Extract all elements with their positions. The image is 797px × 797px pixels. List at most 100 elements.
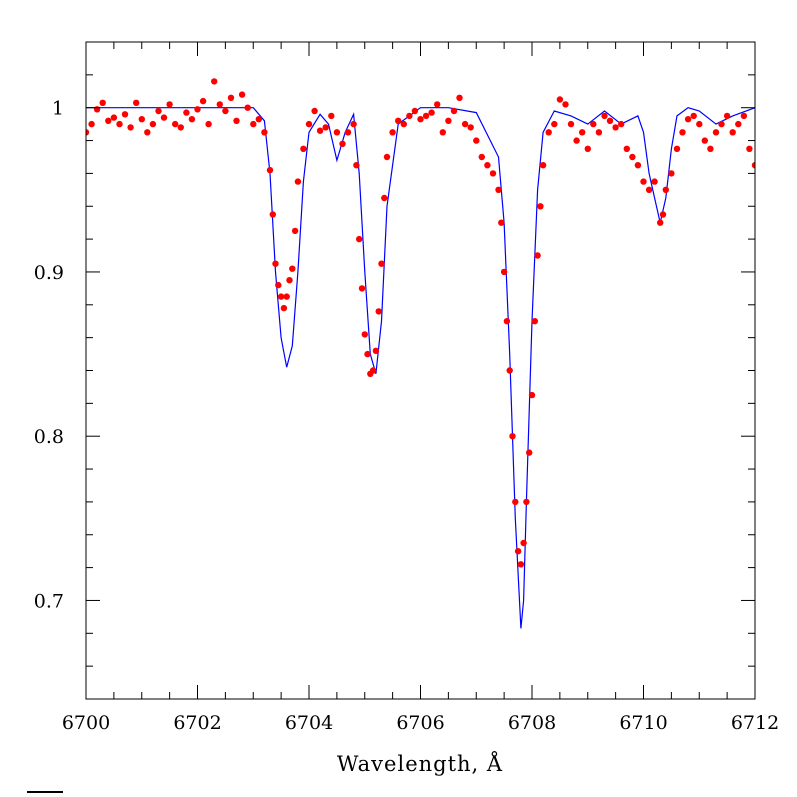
data-point [590,120,597,128]
x-tick-label: 6710 [619,712,667,734]
data-point [369,367,377,374]
data-point [272,260,279,267]
data-point [729,129,736,136]
data-point [339,140,346,147]
data-point [311,107,318,115]
data-point [222,107,229,115]
data-point [183,109,190,116]
data-point [723,112,731,120]
data-point [434,101,441,108]
x-axis-label: Wavelength, Å [337,751,503,776]
data-point [121,111,129,118]
data-point [305,120,313,128]
data-point [266,166,274,174]
data-point [512,498,519,506]
data-point [579,129,586,136]
data-point [584,145,591,152]
data-point [383,153,391,161]
data-point [450,107,458,115]
data-point [478,153,485,161]
data-point [353,162,360,169]
data-point [280,304,288,312]
data-point [651,178,658,185]
data-point [138,116,145,123]
data-point [679,129,686,136]
data-point [375,308,382,315]
data-point [406,112,413,120]
data-point [269,211,276,218]
data-point [526,449,533,456]
data-point [283,293,290,300]
data-point [110,114,118,121]
data-point [358,285,366,292]
data-point [411,107,419,115]
data-point [489,170,497,177]
data-point [227,94,235,102]
data-point [300,145,307,152]
data-point [294,178,302,185]
data-point [573,137,580,144]
data-point [105,117,112,125]
data-point [746,145,753,152]
y-tick-labels: 0.7 0.8 0.9 1 [34,98,64,613]
corner-mark [27,791,63,793]
data-point [289,265,296,272]
data-point [495,186,502,193]
data-point [144,129,151,136]
data-point [322,124,329,131]
axis-ticks [85,41,756,700]
data-point [155,107,162,115]
x-tick-label: 6702 [173,712,221,734]
data-point [127,124,134,131]
data-point [618,120,625,128]
data-point [422,112,430,120]
data-point [537,203,544,210]
data-point [520,539,527,547]
data-point [177,124,184,131]
data-point [523,498,530,506]
data-point [439,129,446,136]
data-point [211,78,218,85]
x-tick-label: 6704 [285,712,333,734]
x-tick-label: 6700 [62,712,110,734]
data-point [673,145,681,152]
y-tick-label: 0.8 [34,426,64,448]
data-point [233,117,240,125]
data-point [461,120,469,128]
data-point [86,129,90,136]
data-point [473,137,480,144]
data-point [328,112,335,120]
y-tick-label: 0.7 [34,590,64,612]
data-point [160,114,168,121]
data-point [509,433,516,440]
data-point [612,124,619,131]
data-point [657,219,664,226]
data-point [498,219,505,226]
data-point [456,94,463,102]
data-point [545,129,552,136]
data-point [595,129,603,136]
data-point [172,120,179,128]
data-point [514,548,522,555]
data-point [740,112,748,120]
data-point [378,260,385,267]
data-point [133,99,140,107]
data-point [539,162,547,169]
data-point [556,96,564,103]
data-point [562,101,569,108]
data-point [506,367,513,374]
data-point [551,120,558,128]
data-point [712,129,720,136]
data-point [344,129,352,136]
data-point [350,120,357,128]
data-point [701,137,708,144]
data-point [395,117,402,125]
data-point [640,178,647,185]
data-point [601,112,608,120]
data-point [531,318,538,325]
data-point [445,117,452,125]
data-point [88,120,95,128]
data-point [286,277,293,284]
